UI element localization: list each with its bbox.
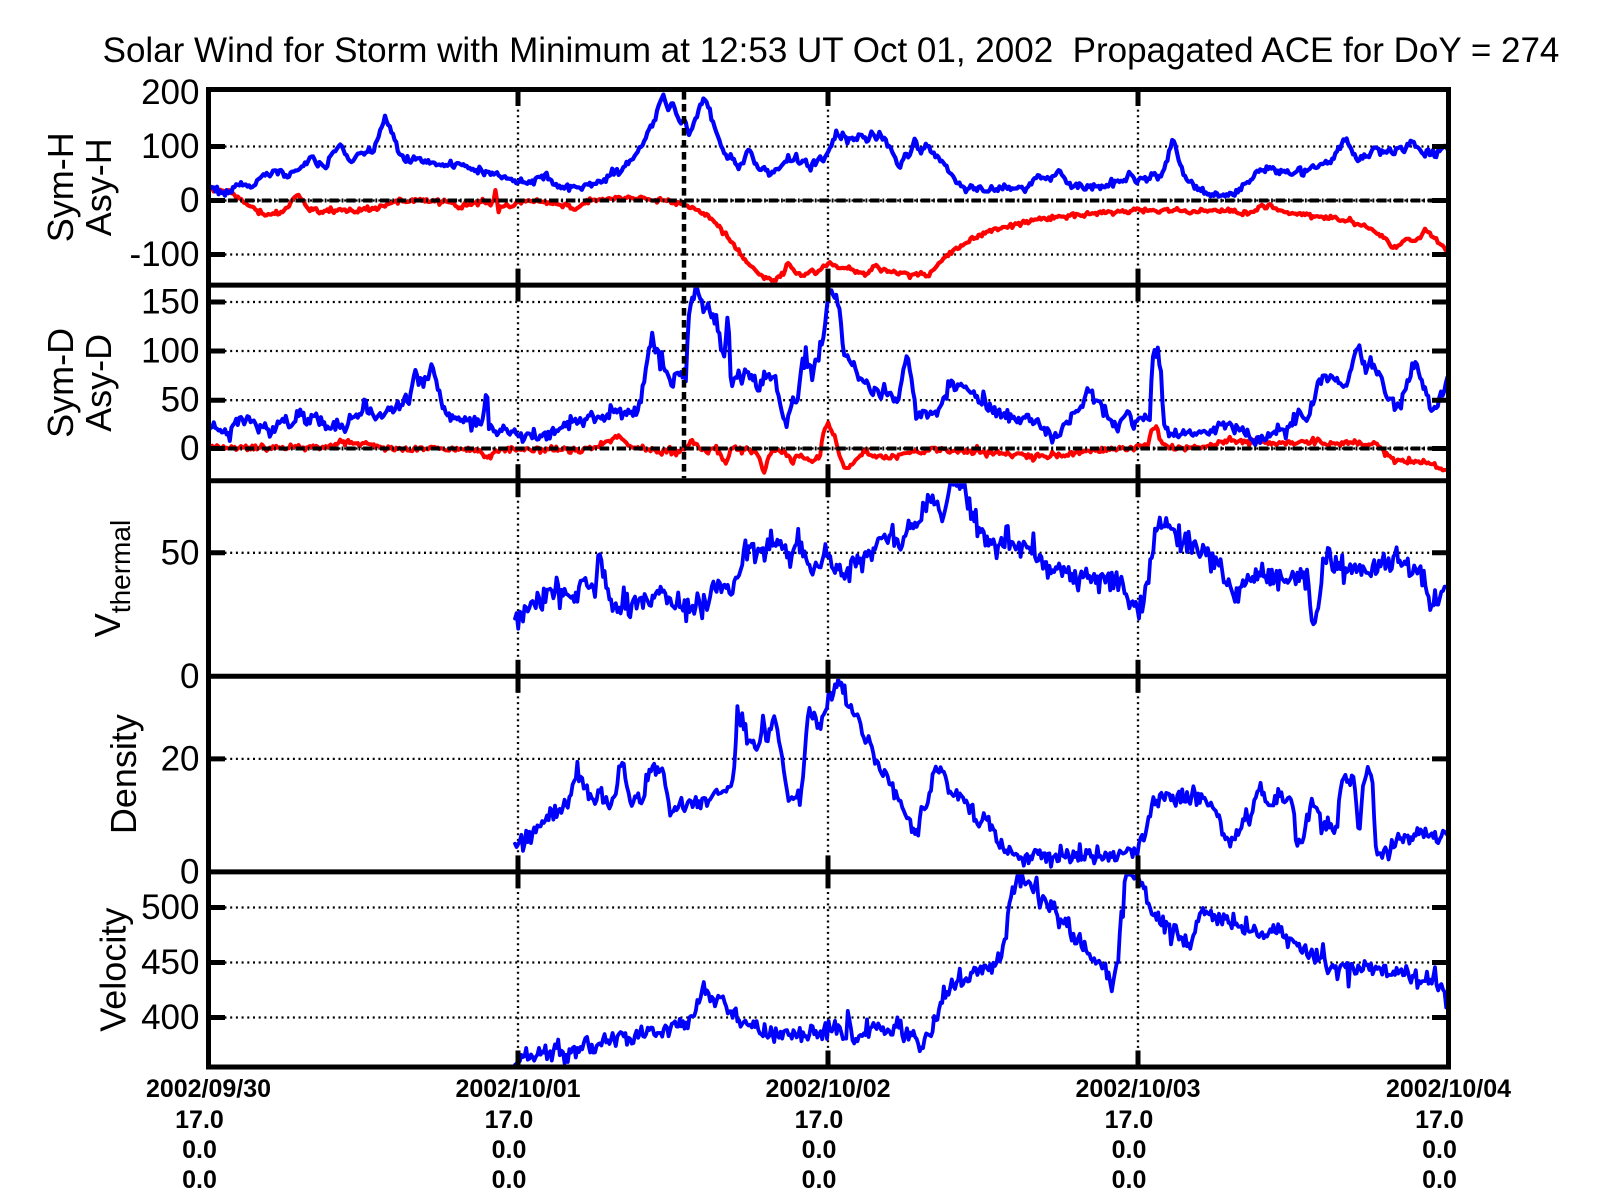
- svg-text:Velocity: Velocity: [93, 908, 134, 1032]
- svg-text:200: 200: [141, 73, 199, 112]
- svg-text:0.0: 0.0: [802, 1136, 837, 1164]
- svg-text:0: 0: [180, 852, 199, 891]
- svg-text:0.0: 0.0: [182, 1166, 217, 1194]
- svg-text:2002/10/03: 2002/10/03: [1075, 1075, 1200, 1103]
- svg-text:20: 20: [161, 739, 200, 778]
- svg-text:Sym-H: Sym-H: [40, 132, 81, 242]
- svg-text:17.0: 17.0: [795, 1106, 844, 1134]
- svg-text:2002/09/30: 2002/09/30: [146, 1075, 271, 1103]
- svg-text:450: 450: [141, 943, 199, 982]
- svg-text:100: 100: [141, 332, 199, 371]
- svg-text:Density: Density: [103, 714, 144, 834]
- svg-text:150: 150: [141, 283, 199, 322]
- svg-text:500: 500: [141, 888, 199, 927]
- svg-text:2002/10/04: 2002/10/04: [1386, 1075, 1511, 1103]
- svg-text:0.0: 0.0: [1112, 1166, 1147, 1194]
- svg-text:2002/10/01: 2002/10/01: [455, 1075, 580, 1103]
- svg-text:100: 100: [141, 127, 199, 166]
- svg-text:Solar Wind for Storm with Mini: Solar Wind for Storm with Minimum at 12:…: [103, 31, 1560, 70]
- svg-text:0.0: 0.0: [802, 1166, 837, 1194]
- svg-text:Asy-H: Asy-H: [78, 138, 119, 236]
- svg-text:0: 0: [180, 657, 199, 696]
- svg-text:17.0: 17.0: [1415, 1106, 1464, 1134]
- svg-text:50: 50: [161, 533, 200, 572]
- svg-text:0.0: 0.0: [182, 1136, 217, 1164]
- svg-text:0.0: 0.0: [492, 1136, 527, 1164]
- svg-text:17.0: 17.0: [1105, 1106, 1154, 1134]
- svg-text:Asy-D: Asy-D: [78, 334, 119, 432]
- svg-text:400: 400: [141, 998, 199, 1037]
- svg-text:17.0: 17.0: [485, 1106, 534, 1134]
- svg-text:17.0: 17.0: [175, 1106, 224, 1134]
- svg-text:Sym-D: Sym-D: [40, 328, 81, 438]
- svg-text:0: 0: [180, 181, 199, 220]
- svg-text:0.0: 0.0: [1112, 1136, 1147, 1164]
- svg-text:0.0: 0.0: [1422, 1136, 1457, 1164]
- svg-text:2002/10/02: 2002/10/02: [765, 1075, 890, 1103]
- svg-text:50: 50: [161, 381, 200, 420]
- svg-text:0: 0: [180, 429, 199, 468]
- svg-text:0.0: 0.0: [1422, 1166, 1457, 1194]
- svg-text:0.0: 0.0: [492, 1166, 527, 1194]
- svg-text:-100: -100: [129, 235, 199, 274]
